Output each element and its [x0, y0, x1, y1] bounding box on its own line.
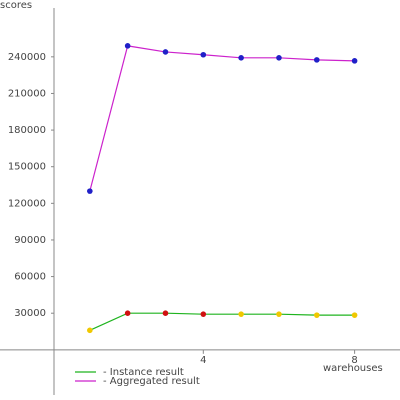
- legend-label: - Aggregated result: [103, 376, 200, 387]
- data-point: [200, 51, 207, 58]
- data-point: [87, 327, 93, 334]
- data-point: [351, 312, 358, 318]
- series-line: [89, 312, 355, 331]
- data-point: [87, 188, 93, 194]
- data-point: [124, 310, 131, 317]
- data-point: [162, 49, 169, 55]
- series-line: [89, 45, 355, 192]
- y-tick-label: 120000: [8, 198, 46, 209]
- data-point: [313, 57, 320, 63]
- y-axis-label: scores: [0, 0, 32, 11]
- data-point: [200, 311, 207, 317]
- data-point: [238, 311, 244, 317]
- data-point: [276, 55, 282, 61]
- data-point: [124, 43, 131, 49]
- y-tick-label: 150000: [8, 162, 46, 173]
- data-point: [313, 312, 320, 318]
- x-tick-label: 8: [351, 355, 357, 366]
- x-tick-label: 4: [200, 355, 206, 366]
- data-point: [351, 58, 358, 64]
- y-tick-label: 60000: [14, 272, 46, 283]
- y-tick-label: 30000: [14, 308, 46, 319]
- y-tick-label: 180000: [8, 125, 46, 136]
- data-point: [276, 311, 282, 317]
- legend-label: - Instance result: [103, 367, 184, 378]
- y-tick-label: 210000: [8, 88, 46, 99]
- y-tick-label: 90000: [14, 235, 46, 246]
- data-point: [162, 310, 169, 317]
- x-axis-label: warehouses: [323, 363, 383, 374]
- data-point: [238, 55, 244, 61]
- y-tick-label: 240000: [8, 52, 46, 63]
